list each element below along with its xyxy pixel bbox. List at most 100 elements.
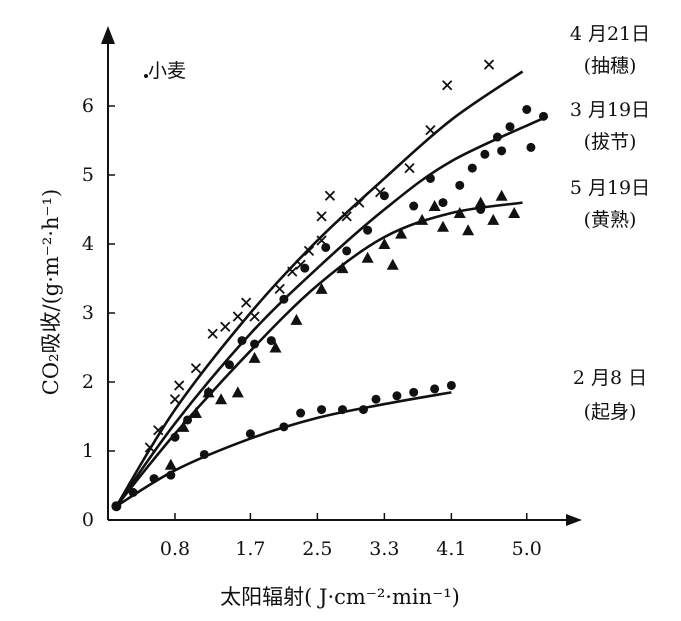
series-label-stage-2: (拔节) bbox=[584, 131, 637, 153]
series-2-point bbox=[250, 339, 260, 349]
series-curve-3 bbox=[115, 201, 523, 508]
series-label-date-4: 2 月8 日 bbox=[573, 367, 647, 389]
series-2-point bbox=[505, 122, 515, 132]
series-1-point bbox=[190, 363, 202, 374]
series-2-point bbox=[300, 263, 310, 273]
series-2-point bbox=[409, 201, 419, 211]
series-1-point bbox=[241, 297, 252, 308]
series-3-point bbox=[474, 196, 487, 208]
series-1-point bbox=[287, 266, 298, 277]
series-1-point bbox=[207, 328, 218, 339]
series-4-point bbox=[338, 405, 347, 415]
series-3-point bbox=[487, 213, 500, 225]
series-4-point bbox=[446, 380, 456, 390]
data-points bbox=[111, 59, 548, 512]
series-2-point bbox=[183, 415, 193, 425]
y-tick-label: 6 bbox=[82, 95, 94, 117]
x-tick-label: 1.7 bbox=[235, 538, 265, 560]
series-2-point bbox=[492, 132, 502, 142]
series-1-point bbox=[404, 162, 415, 174]
y-tick-label: 4 bbox=[82, 233, 94, 255]
y-tick-label: 0 bbox=[82, 509, 94, 531]
series-2-point bbox=[526, 142, 536, 152]
series-4-point bbox=[199, 449, 209, 459]
series-label-stage-4: (起身) bbox=[584, 401, 637, 423]
series-4-point bbox=[296, 408, 306, 418]
series-curve-2 bbox=[115, 115, 549, 507]
series-1-point bbox=[232, 311, 243, 322]
series-3-point bbox=[495, 189, 508, 201]
x-tick-label: 5.0 bbox=[512, 538, 542, 560]
series-1-point bbox=[274, 283, 285, 294]
series-1-point bbox=[341, 211, 352, 222]
series-3-point bbox=[416, 213, 429, 225]
series-3-point bbox=[336, 262, 349, 274]
series-1-point bbox=[144, 442, 156, 453]
series-3-point bbox=[386, 258, 399, 270]
annotations: 小麦 4 月21日 (抽穗) 3 月19日 (拔节) 5 月19日 (黄熟) 2… bbox=[39, 23, 650, 609]
series-3-point bbox=[437, 220, 449, 232]
series-1-point bbox=[303, 245, 315, 257]
series-1-point bbox=[316, 211, 327, 222]
series-2-point bbox=[342, 246, 352, 256]
series-3-point bbox=[231, 386, 244, 398]
series-4-point bbox=[166, 470, 176, 480]
series-1-point bbox=[220, 321, 231, 332]
series-3-point bbox=[428, 200, 441, 212]
series-4-point bbox=[245, 429, 255, 439]
series-1-point bbox=[153, 425, 164, 436]
series-2-point bbox=[438, 198, 448, 208]
y-tick-label: 2 bbox=[82, 371, 94, 393]
series-3-point bbox=[215, 393, 228, 405]
series-2-point bbox=[539, 111, 548, 121]
series-3-point bbox=[177, 420, 190, 432]
series-2-point bbox=[425, 173, 435, 183]
series-2-point bbox=[363, 225, 373, 235]
series-3-point bbox=[164, 458, 177, 470]
series-4-point bbox=[371, 394, 381, 404]
series-3-point bbox=[361, 251, 374, 263]
series-3-point bbox=[378, 238, 391, 249]
series-4-point bbox=[279, 422, 289, 432]
series-3-point bbox=[202, 386, 215, 398]
series-2-point bbox=[455, 180, 465, 190]
series-2-point bbox=[321, 242, 331, 252]
x-tick-label: 0.8 bbox=[160, 538, 190, 560]
series-3-point bbox=[453, 206, 466, 218]
series-3-point bbox=[290, 313, 303, 325]
x-tick-label: 3.3 bbox=[369, 538, 399, 560]
series-2-point bbox=[237, 336, 247, 346]
series-2-point bbox=[497, 146, 507, 156]
series-4-point bbox=[128, 487, 138, 497]
origin-point bbox=[111, 501, 122, 512]
series-1-point bbox=[324, 190, 336, 201]
y-axis-arrow bbox=[101, 26, 115, 44]
series-label-date-2: 3 月19日 bbox=[570, 99, 650, 121]
fitted-curves bbox=[115, 70, 549, 508]
series-3-point bbox=[269, 341, 282, 353]
series-label-date-3: 5 月19日 bbox=[570, 177, 650, 199]
series-2-point bbox=[266, 336, 276, 346]
series-2-point bbox=[522, 104, 532, 114]
series-1-point bbox=[354, 197, 365, 208]
series-3-point bbox=[462, 224, 475, 236]
series-curve-1 bbox=[115, 70, 524, 507]
series-1-point bbox=[249, 311, 260, 322]
series-curve-4 bbox=[115, 391, 452, 508]
series-2-point bbox=[224, 360, 234, 370]
axes: 0 1 2 3 4 5 6 0.8 1.7 2.5 3.3 4.1 5.0 bbox=[82, 26, 582, 560]
series-1-point bbox=[483, 59, 495, 70]
y-tick-label: 5 bbox=[82, 164, 94, 186]
series-4-point bbox=[430, 384, 440, 394]
series-2-point bbox=[467, 163, 477, 173]
series-2-point bbox=[170, 432, 180, 442]
series-4-point bbox=[409, 387, 419, 397]
x-tick-label: 4.1 bbox=[436, 538, 466, 560]
series-label-stage-1: (抽穗) bbox=[584, 55, 637, 77]
chart-title: 小麦 bbox=[148, 60, 186, 82]
series-2-point bbox=[480, 149, 490, 159]
series-4-point bbox=[149, 474, 159, 484]
x-axis-title: 太阳辐射( J·cm⁻²·min⁻¹) bbox=[220, 585, 460, 609]
x-tick-label: 2.5 bbox=[302, 538, 332, 560]
